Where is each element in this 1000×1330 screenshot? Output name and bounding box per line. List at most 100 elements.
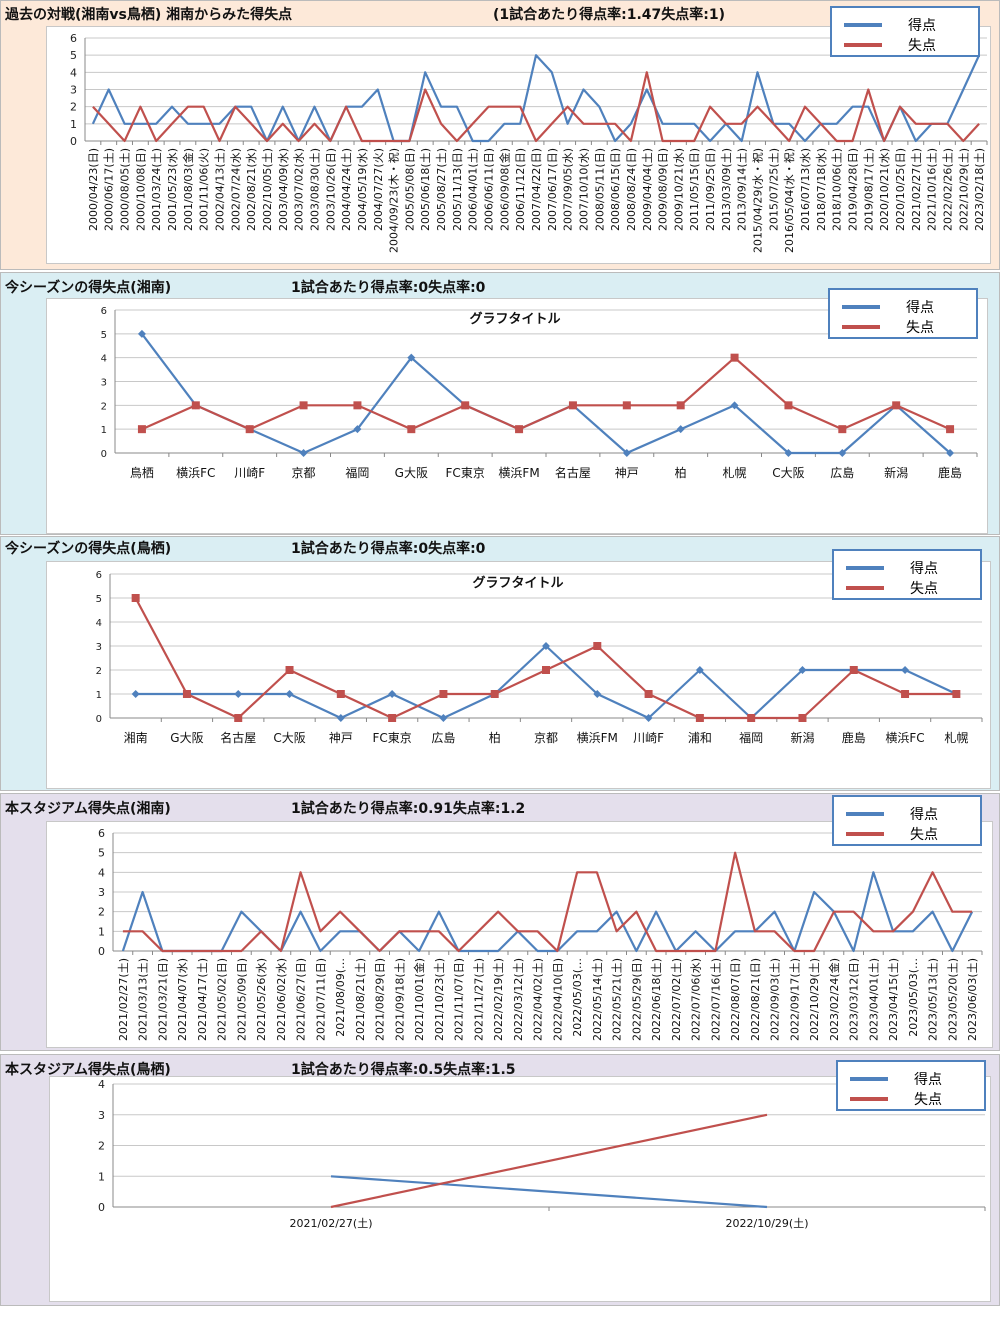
x-tick-label: 2021/08/09(… bbox=[334, 958, 347, 1037]
x-tick-label: 2007/10/10(水) bbox=[577, 148, 590, 231]
data-point-conceded bbox=[245, 425, 254, 434]
y-tick-label: 6 bbox=[96, 570, 102, 581]
y-tick-label: 6 bbox=[101, 306, 107, 317]
x-tick-label: 福岡 bbox=[345, 465, 369, 480]
chart-1-area bbox=[46, 26, 991, 264]
x-tick-label: 横浜FM bbox=[498, 466, 539, 480]
x-tick-label: 2021/11/27(土) bbox=[472, 958, 485, 1041]
y-tick-label: 4 bbox=[101, 354, 107, 365]
x-tick-label: 2022/08/21(日) bbox=[749, 958, 762, 1041]
x-tick-label: 広島 bbox=[431, 730, 455, 745]
x-tick-label: 2021/06/02(水) bbox=[275, 958, 288, 1041]
x-tick-label: G大阪 bbox=[395, 466, 428, 480]
legend-scored-label: 得点 bbox=[910, 807, 938, 823]
x-tick-label: 2022/03/12(土) bbox=[512, 958, 525, 1041]
x-tick-label: 2002/04/13(土) bbox=[214, 148, 227, 231]
series-line-scored bbox=[135, 644, 957, 720]
chart-3-legend: 得点 失点 bbox=[832, 549, 982, 600]
x-tick-label: 2023/05/13(土) bbox=[927, 958, 940, 1041]
chart-4-plot: 0 1 2 3 4 5 6 2021/02/27(土) 2021/03/13(土) 2021/03… bbox=[98, 827, 983, 1041]
x-tick-label: 2000/10/08(日) bbox=[134, 148, 147, 231]
x-tick-label: 2022/09/17(土) bbox=[788, 958, 801, 1041]
x-tick-label: 川崎F bbox=[633, 731, 664, 745]
x-tick-label: C大阪 bbox=[273, 731, 305, 745]
data-point-conceded bbox=[568, 401, 577, 410]
data-point-conceded bbox=[407, 425, 416, 434]
data-point-conceded bbox=[849, 666, 858, 674]
x-tick-label: C大阪 bbox=[772, 466, 804, 480]
data-point-conceded bbox=[593, 642, 602, 650]
x-tick-label: 2000/08/05(土) bbox=[119, 148, 132, 231]
data-point-conceded bbox=[946, 425, 955, 434]
data-point-scored bbox=[644, 714, 653, 722]
x-tick-label: 2004/09/23(木・祝) bbox=[387, 148, 401, 253]
x-tick-label: 2018/07/18(水) bbox=[815, 148, 828, 231]
chart-5-legend: 得点 失点 bbox=[836, 1060, 986, 1111]
data-point-conceded bbox=[952, 690, 961, 698]
x-tick-label: 2008/05/11(日) bbox=[593, 148, 606, 231]
y-tick-label: 4 bbox=[98, 1078, 105, 1091]
data-point-scored bbox=[439, 714, 448, 722]
legend-conceded-label: 失点 bbox=[910, 827, 938, 843]
x-tick-label: 2019/08/17(土) bbox=[862, 148, 875, 231]
chart-4-legend: 得点 失点 bbox=[832, 795, 982, 846]
legend-scored-label: 得点 bbox=[908, 18, 936, 34]
x-tick-label: 2022/05/03(… bbox=[571, 958, 584, 1037]
data-point-scored bbox=[798, 666, 807, 674]
x-tick-label: 2003/10/26(日) bbox=[324, 148, 337, 231]
x-tick-label: 2023/04/15(土) bbox=[887, 958, 900, 1041]
x-tick-label: 2005/06/18(土) bbox=[419, 148, 432, 231]
data-point-conceded bbox=[439, 690, 448, 698]
x-tick-label: FC東京 bbox=[372, 731, 411, 745]
series-line-scored bbox=[141, 333, 951, 455]
x-tick-label: 京都 bbox=[292, 466, 316, 480]
chart-5-plot: 0 1 2 3 4 2021/02/27(土) 2022/10/29(土) bbox=[98, 1078, 986, 1230]
y-tick-label: 3 bbox=[96, 642, 102, 653]
chart-4-title: 本スタジアム得失点(湘南) bbox=[5, 801, 171, 817]
x-tick-label: 2021/10/23(土) bbox=[433, 958, 446, 1041]
data-point-scored bbox=[542, 642, 550, 650]
x-tick-label: 2008/06/15(日) bbox=[609, 148, 622, 231]
data-point-conceded bbox=[299, 401, 308, 410]
y-tick-label: 2 bbox=[98, 906, 105, 919]
data-point-scored bbox=[593, 690, 602, 698]
y-tick-label: 1 bbox=[101, 425, 107, 436]
y-tick-label: 6 bbox=[70, 32, 77, 45]
x-tick-label: 2021/02/27(土) bbox=[910, 148, 923, 231]
data-point-scored bbox=[353, 425, 362, 434]
data-point-conceded bbox=[131, 594, 140, 602]
x-tick-label: 2022/10/29(土) bbox=[957, 148, 970, 231]
data-point-scored bbox=[622, 449, 631, 457]
x-tick-label: 2021/10/01(金) bbox=[412, 958, 426, 1041]
data-point-conceded bbox=[336, 690, 345, 698]
x-tick-label: 2022/06/18(土) bbox=[650, 958, 663, 1041]
x-tick-label: 2000/06/17(土) bbox=[103, 148, 116, 231]
x-tick-label: 2021/04/17(土) bbox=[196, 958, 209, 1041]
legend-conceded-swatch bbox=[846, 832, 884, 836]
x-tick-label: 2021/06/27(日) bbox=[295, 958, 308, 1041]
panel-stadium-tosu: 本スタジアム得失点(鳥栖) 1試合あたり得点率:0.5失点率:1.5 bbox=[0, 1054, 1000, 1306]
y-tick-label: 5 bbox=[96, 594, 102, 605]
data-point-scored bbox=[946, 449, 955, 457]
x-tick-label: 新潟 bbox=[790, 730, 814, 745]
legend-conceded-label: 失点 bbox=[906, 320, 934, 336]
x-tick-label: 湘南 bbox=[124, 730, 148, 745]
data-point-scored bbox=[388, 690, 397, 698]
legend-scored-swatch bbox=[844, 23, 882, 27]
x-tick-label: 2023/05/03(… bbox=[907, 958, 920, 1037]
x-tick-label: 2004/05/19(水) bbox=[356, 148, 369, 231]
y-tick-label: 4 bbox=[96, 618, 102, 629]
legend-scored-label: 得点 bbox=[906, 300, 934, 316]
x-tick-label: 2021/08/21(土) bbox=[354, 958, 367, 1041]
x-tick-label: 2021/09/18(土) bbox=[393, 958, 406, 1041]
legend-scored-swatch bbox=[846, 566, 884, 570]
x-tick-label: 横浜FM bbox=[577, 731, 618, 745]
x-tick-label: 2008/08/24(日) bbox=[625, 148, 638, 231]
series-line-scored bbox=[91, 54, 981, 143]
data-point-conceded bbox=[388, 714, 397, 722]
chart-3-subtitle: 1試合あたり得点率:0失点率:0 bbox=[291, 541, 486, 557]
x-tick-label: 2022/08/07(日) bbox=[729, 958, 742, 1041]
x-tick-label: 2004/07/27(火) bbox=[372, 148, 385, 231]
x-tick-label: 2022/07/02(土) bbox=[670, 958, 683, 1041]
